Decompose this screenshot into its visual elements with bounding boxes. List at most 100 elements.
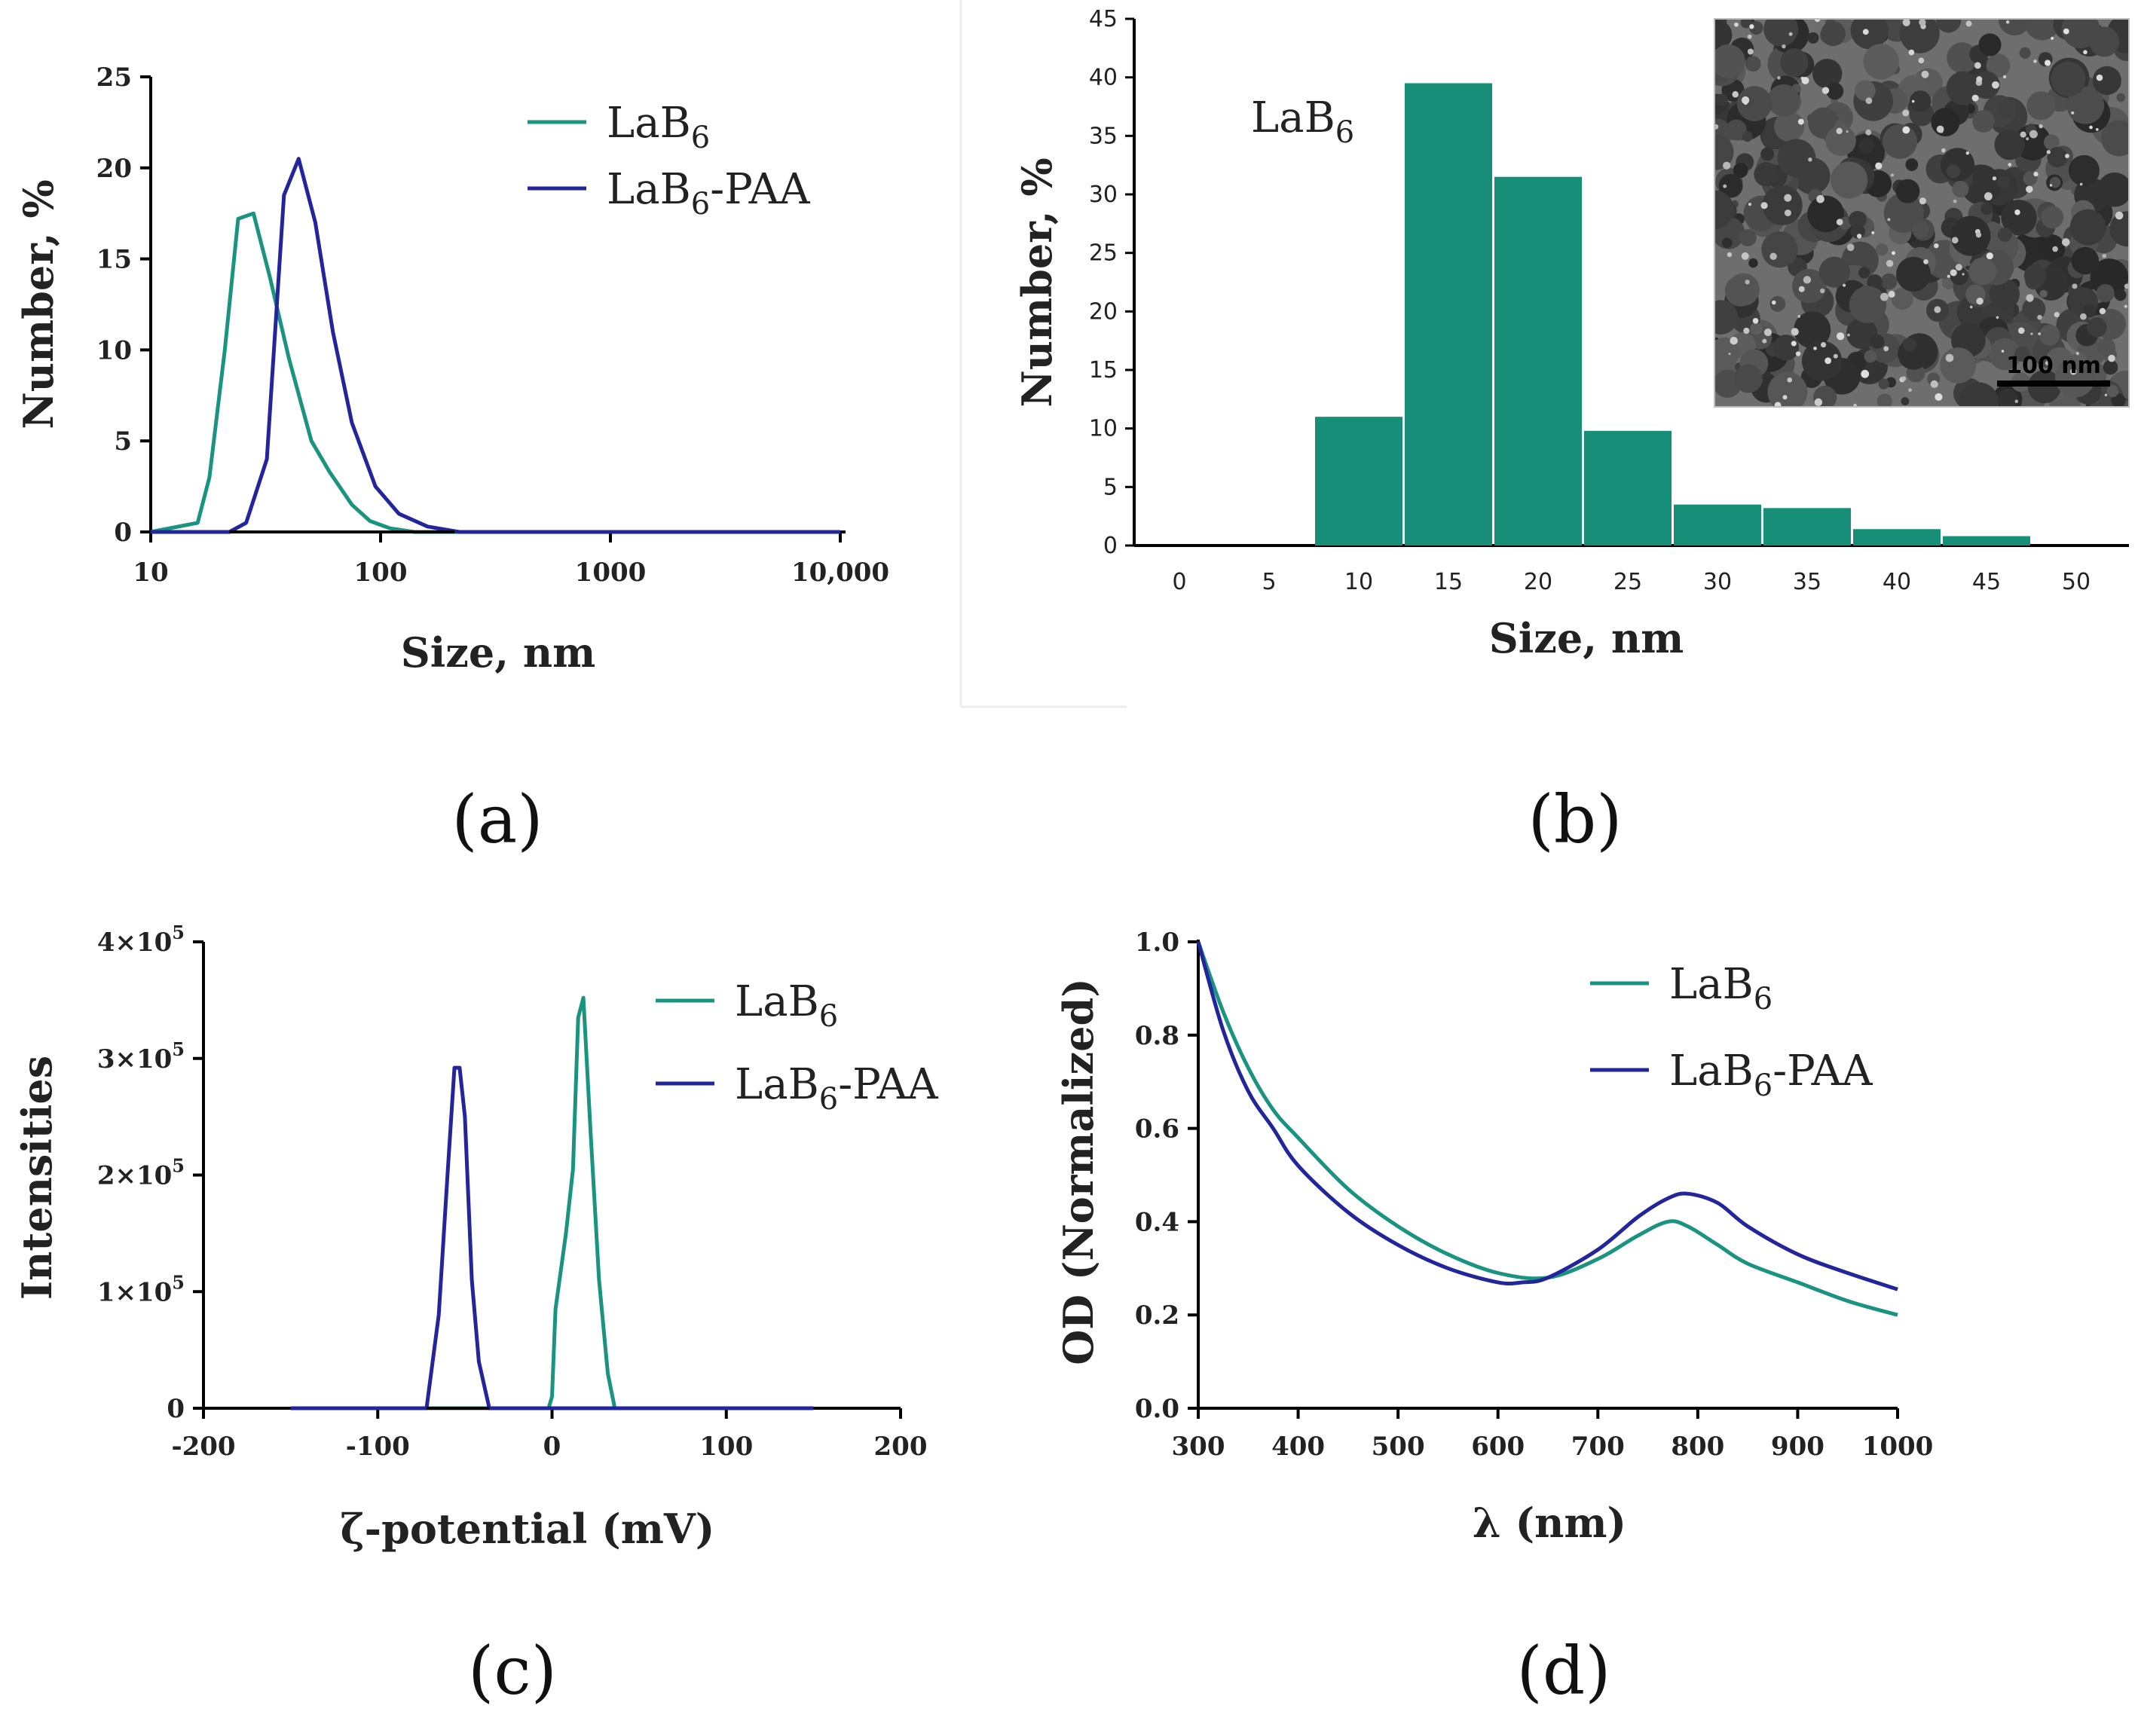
- panel-c-line-lab6-paa: [290, 1065, 814, 1410]
- panel-d-legend-label-lab6-paa: LaB6-PAA: [1669, 1047, 1873, 1103]
- panel-c-legend: LaB6 LaB6-PAA: [656, 977, 938, 1117]
- panel-b-y-label: Number, %: [1013, 157, 1061, 407]
- panel-d-line-lab6: [1196, 941, 1898, 1317]
- panel-b-x-tick-label: 0: [1172, 569, 1186, 595]
- panel-d-y-label: OD (Normalized): [1054, 978, 1103, 1365]
- panel-b-bar-35: [1763, 508, 1851, 546]
- panel-c-y-tick-label: 2×105: [97, 1155, 185, 1191]
- panel-b-x-tick-label: 45: [1972, 569, 2001, 595]
- panel-c-y-tick-label: 3×105: [97, 1038, 185, 1074]
- panel-d-legend: LaB6 LaB6-PAA: [1590, 960, 1873, 1103]
- panel-c-ticks: -200 -100 0 100 200 0 1×105 2×105 3×105 4×105: [97, 921, 928, 1462]
- panel-b-y-tick-label: 40: [1089, 65, 1118, 91]
- panel-a-legend-label-lab6-paa: LaB6-PAA: [607, 165, 810, 222]
- panel-c-y-tick-label: 4×105: [97, 921, 185, 958]
- panel-b-y-tick-label: 15: [1089, 357, 1118, 384]
- tem-micrograph-inset: 100 nm: [1714, 18, 2130, 408]
- panel-d-y-tick-label: 1.0: [1135, 928, 1179, 958]
- panel-c-line-lab6: [290, 995, 814, 1410]
- panel-d-label: (d): [1517, 1632, 1611, 1710]
- panel-c-series: [290, 995, 814, 1410]
- panel-a-size-distribution-dls: 10 100 1000 10,000 0 5 10 15 20 25 Size, nm Numbe…: [14, 63, 889, 858]
- panel-c-x-tick-label: -100: [346, 1432, 410, 1462]
- panel-d-x-tick-label: 1000: [1862, 1432, 1934, 1462]
- panel-d-y-tick-label: 0.6: [1135, 1114, 1179, 1145]
- panel-d-uv-vis-spectrum: 300 400 500 600 700 800 900 1000 0.0 0.2 0.4 0.6 0.8…: [1054, 928, 1933, 1710]
- panel-d-legend-label-lab6: LaB6: [1669, 960, 1772, 1016]
- panel-b-x-tick-label: 25: [1613, 569, 1642, 595]
- panel-b-bar-10: [1315, 417, 1402, 546]
- panel-b-x-label: Size, nm: [1489, 614, 1684, 662]
- panel-a-ticks: 10 100 1000 10,000 0 5 10 15 20 25: [96, 63, 889, 588]
- panel-c-legend-label-lab6: LaB6: [735, 977, 838, 1034]
- panel-a-y-tick-label: 20: [96, 154, 132, 184]
- panel-d-y-tick-label: 0.2: [1135, 1300, 1179, 1331]
- panel-a-legend-label-lab6: LaB6: [607, 99, 710, 155]
- panel-b-y-tick-label: 30: [1089, 182, 1118, 208]
- panel-a-x-label: Size, nm: [401, 628, 596, 677]
- panel-a-x-tick-label: 10: [133, 558, 168, 588]
- panel-d-y-tick-label: 0.0: [1135, 1394, 1179, 1424]
- panel-a-x-tick-label: 100: [354, 558, 408, 588]
- panel-b-y-tick-label: 5: [1103, 474, 1118, 500]
- panel-b-annotation: LaB6: [1251, 93, 1354, 150]
- panel-a-x-tick-label: 10,000: [791, 558, 889, 588]
- panel-b-y-tick-label: 10: [1089, 416, 1118, 442]
- panel-c-x-tick-label: 100: [699, 1432, 753, 1462]
- panel-c-x-label: ζ-potential (mV): [341, 1505, 715, 1553]
- panel-c-zeta-potential: -200 -100 0 100 200 0 1×105 2×105 3×105 4×105 ζ-p…: [13, 921, 938, 1710]
- panel-b-label: (b): [1528, 781, 1623, 858]
- panel-b-bars: [1315, 83, 2030, 546]
- panel-d-series: [1196, 941, 1898, 1317]
- panel-a-line-lab6: [150, 211, 840, 534]
- panel-b-bar-30: [1674, 504, 1761, 546]
- panel-b-bar-40: [1853, 529, 1941, 546]
- panel-d-y-tick-label: 0.4: [1135, 1207, 1179, 1237]
- panel-d-ticks: 300 400 500 600 700 800 900 1000 0.0 0.2 0.4 0.6 0.8…: [1135, 928, 1933, 1462]
- panel-d-x-tick-label: 500: [1372, 1432, 1425, 1462]
- panel-a-y-tick-label: 15: [96, 245, 132, 275]
- panel-c-x-tick-label: 0: [543, 1432, 561, 1462]
- panel-b-y-tick-label: 20: [1089, 298, 1118, 325]
- panel-b-x-tick-label: 20: [1524, 569, 1552, 595]
- panel-a-line-lab6-paa: [151, 157, 840, 534]
- panel-b-bar-20: [1494, 176, 1582, 546]
- panel-d-x-tick-label: 400: [1271, 1432, 1325, 1462]
- panel-c-x-tick-label: -200: [171, 1432, 235, 1462]
- panel-b-x-tick-label: 35: [1793, 569, 1821, 595]
- panel-a-x-tick-label: 1000: [575, 558, 647, 588]
- panel-c-y-tick-label: 1×105: [97, 1271, 185, 1307]
- panel-b-bar-25: [1584, 430, 1672, 546]
- panel-d-y-tick-label: 0.8: [1135, 1021, 1179, 1051]
- panel-b-x-tick-label: 10: [1344, 569, 1373, 595]
- panel-d-x-tick-label: 300: [1172, 1432, 1225, 1462]
- panel-b-y-tick-label: 35: [1089, 123, 1118, 149]
- panel-d-x-tick-label: 900: [1771, 1432, 1824, 1462]
- panel-c-y-label: Intensities: [13, 1056, 61, 1300]
- panel-b-x-tick-label: 30: [1703, 569, 1732, 595]
- panel-b-bar-15: [1405, 83, 1492, 546]
- panel-b-size-histogram-tem: 0 5 10 15 20 25 30 35 40 45 50 0 5 10 15 20 25 30 35 40 45 S…: [959, 0, 2130, 858]
- panel-a-y-tick-label: 0: [114, 518, 132, 548]
- panel-b-x-tick-label: 50: [2062, 569, 2091, 595]
- panel-a-legend: LaB6 LaB6-PAA: [528, 99, 810, 222]
- panel-a-y-label: Number, %: [14, 179, 63, 429]
- inset-scale-label: 100 nm: [2006, 353, 2101, 379]
- panel-a-label: (a): [451, 781, 543, 858]
- panel-d-line-lab6-paa: [1196, 941, 1898, 1291]
- inset-scale-bar: [1997, 381, 2110, 387]
- panel-a-series: [150, 157, 840, 534]
- panel-a-y-tick-label: 25: [96, 63, 132, 93]
- panel-c-legend-label-lab6-paa: LaB6-PAA: [735, 1060, 938, 1117]
- panel-c-label: (c): [468, 1632, 557, 1710]
- panel-a-y-tick-label: 5: [114, 426, 132, 457]
- panel-a-y-tick-label: 10: [96, 335, 132, 365]
- panel-b-x-tick-label: 5: [1262, 569, 1276, 595]
- panel-d-x-tick-label: 800: [1671, 1432, 1724, 1462]
- panel-b-ticks: 0 5 10 15 20 25 30 35 40 45 50 0 5 10 15 20 25 30 35 40 45: [1089, 6, 2091, 595]
- panel-b-x-tick-label: 15: [1434, 569, 1463, 595]
- panel-b-y-tick-label: 25: [1089, 240, 1118, 267]
- panel-b-y-tick-label: 45: [1089, 6, 1118, 32]
- panel-b-y-tick-label: 0: [1103, 533, 1118, 559]
